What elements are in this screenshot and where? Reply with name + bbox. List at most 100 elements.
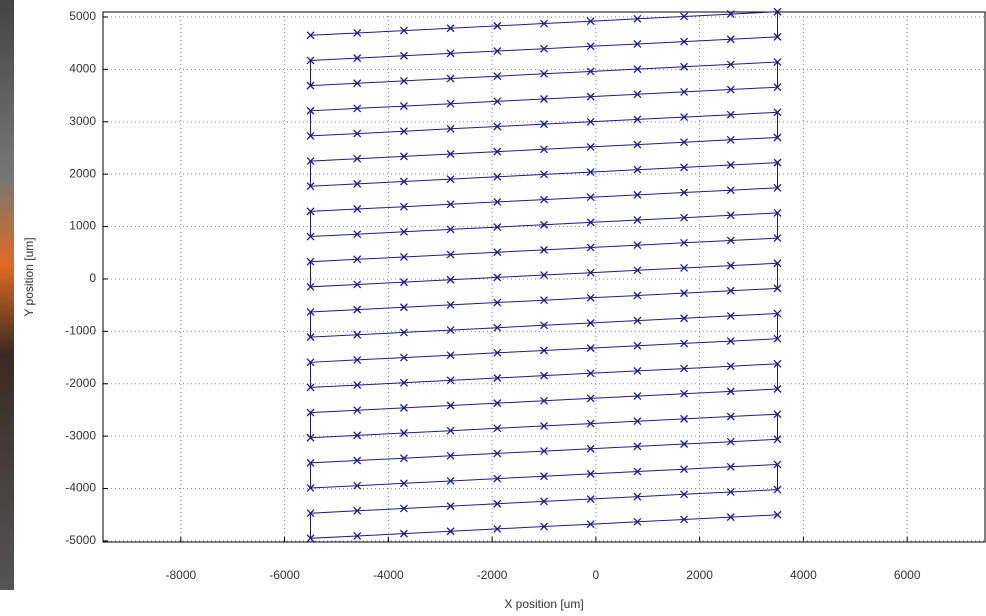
point-marker [633, 366, 642, 375]
point-marker [586, 293, 595, 302]
point-marker [586, 218, 595, 227]
point-marker [773, 208, 782, 217]
point-marker [773, 510, 782, 519]
point-marker [306, 408, 315, 417]
point-marker [586, 142, 595, 151]
point-marker [399, 454, 408, 463]
point-marker [540, 145, 548, 154]
point-marker [306, 509, 315, 518]
point-marker [540, 220, 548, 229]
point-marker [399, 328, 408, 337]
point-marker [540, 321, 548, 330]
point-marker [680, 264, 689, 272]
point-marker [493, 122, 502, 131]
point-marker [680, 289, 689, 298]
point-marker [399, 76, 408, 85]
y-tick-label: 2000 [69, 166, 96, 180]
y-tick-label: -3000 [65, 428, 96, 442]
point-marker [586, 168, 595, 177]
point-marker [633, 140, 642, 149]
point-marker [726, 60, 735, 69]
point-marker [773, 460, 782, 469]
x-tick-label: -4000 [373, 568, 404, 582]
point-marker [540, 120, 548, 129]
x-tick-label: 2000 [686, 568, 713, 582]
y-axis-label: Y position [um] [22, 237, 36, 316]
point-marker [353, 79, 362, 88]
point-marker [399, 177, 408, 186]
point-marker [680, 389, 689, 398]
point-marker [446, 451, 455, 460]
point-marker [680, 113, 689, 122]
point-marker [633, 291, 642, 300]
point-marker [726, 261, 735, 270]
point-marker [680, 465, 689, 474]
point-marker [633, 517, 642, 526]
point-marker [773, 183, 782, 192]
point-marker [633, 241, 642, 250]
point-marker [726, 211, 735, 220]
y-tick-label: -4000 [65, 481, 96, 495]
point-marker [726, 35, 735, 44]
point-marker [586, 344, 595, 353]
point-marker [446, 300, 455, 309]
point-marker [353, 456, 362, 465]
point-marker [306, 534, 315, 543]
point-marker [726, 85, 735, 94]
point-marker [493, 248, 502, 257]
point-marker [633, 492, 642, 501]
point-marker [306, 308, 315, 316]
y-tick-label: 0 [89, 271, 96, 285]
point-marker [633, 316, 642, 325]
point-marker [446, 24, 455, 33]
point-marker [773, 58, 782, 66]
point-marker [540, 44, 548, 53]
point-marker [680, 314, 689, 323]
point-marker [586, 495, 595, 503]
point-marker [680, 87, 689, 96]
point-marker [306, 458, 315, 467]
point-marker [353, 54, 362, 63]
point-marker [633, 417, 642, 426]
point-marker [306, 433, 315, 442]
point-marker [726, 311, 735, 320]
point-marker [540, 447, 548, 456]
point-marker [773, 359, 782, 368]
point-marker [493, 147, 502, 156]
point-marker [353, 129, 362, 138]
point-marker [680, 12, 689, 21]
point-marker [446, 225, 455, 234]
point-marker [773, 385, 782, 393]
x-tick-label: -2000 [477, 568, 508, 582]
point-marker [399, 403, 408, 412]
point-marker [773, 435, 782, 444]
point-marker [306, 282, 315, 291]
y-tick-label: 1000 [69, 219, 96, 233]
point-marker [353, 104, 362, 113]
point-marker [540, 19, 548, 28]
point-marker [680, 37, 689, 46]
point-marker [773, 259, 782, 268]
point-marker [353, 355, 362, 364]
point-marker [726, 286, 735, 295]
point-marker [540, 296, 548, 305]
point-marker [493, 47, 502, 55]
point-marker [586, 117, 595, 126]
point-marker [586, 92, 595, 101]
point-marker [680, 138, 689, 147]
point-marker [633, 115, 642, 124]
point-marker [726, 513, 735, 522]
point-marker [540, 195, 548, 204]
point-marker [773, 284, 782, 293]
point-marker [773, 133, 782, 142]
point-marker [726, 10, 735, 19]
point-marker [446, 351, 455, 360]
point-marker [446, 401, 455, 410]
y-tick-label: 3000 [69, 114, 96, 128]
point-marker [446, 49, 455, 58]
point-marker [306, 207, 315, 216]
point-marker [446, 124, 455, 133]
point-marker [680, 62, 689, 71]
point-marker [493, 424, 502, 433]
point-marker [399, 152, 408, 161]
